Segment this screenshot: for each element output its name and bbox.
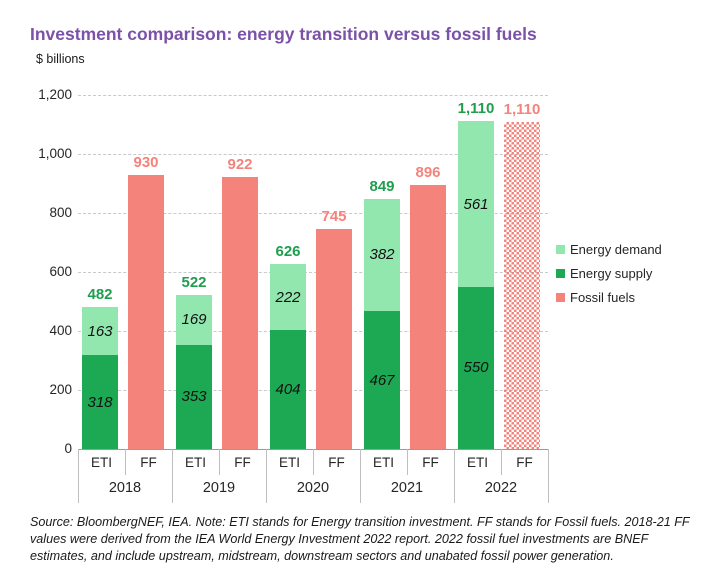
sublabel-separator-tick [313, 449, 314, 475]
segment-value-label: 382 [369, 246, 395, 264]
axis-year-label: 2019 [202, 480, 236, 496]
legend-label: Energy supply [570, 265, 653, 281]
legend-label: Fossil fuels [570, 289, 636, 305]
axis-sublabel-eti: ETI [372, 455, 394, 470]
bar-eti-2021: 467 382 [364, 198, 400, 449]
gridline [78, 95, 548, 96]
y-tick-label: 600 [49, 264, 72, 279]
axis-sublabel-ff: FF [140, 455, 157, 470]
axis-sublabel-eti: ETI [466, 455, 488, 470]
segment-energy-demand: 561 [458, 121, 494, 287]
legend-swatch-energy-supply [556, 268, 565, 278]
gridline [78, 213, 548, 214]
axis-sublabel-eti: ETI [184, 455, 206, 470]
year-separator-line [454, 449, 455, 503]
total-label-ff: 1,110 [503, 100, 541, 118]
segment-value-label: 353 [181, 388, 207, 406]
segment-energy-supply: 467 [364, 311, 400, 449]
gridline [78, 331, 548, 332]
axis-sublabel-ff: FF [516, 455, 533, 470]
year-separator-line [78, 449, 79, 503]
year-separator-line [172, 449, 173, 503]
segment-energy-demand: 222 [270, 264, 306, 330]
axis-year-label: 2020 [296, 480, 330, 496]
sublabel-separator-tick [125, 449, 126, 475]
segment-energy-supply: 318 [82, 355, 118, 449]
segment-value-label: 169 [181, 311, 207, 329]
bar-eti-2022: 550 561 [458, 121, 494, 449]
gridline [78, 154, 548, 155]
total-label-ff: 896 [415, 163, 441, 181]
total-label-eti: 522 [181, 274, 207, 292]
total-label-eti: 1,110 [457, 100, 495, 118]
total-label-eti: 849 [369, 177, 395, 195]
plot-area: 318 163 482 930 353 169 522 922 404 222 626 745 467 3… [78, 95, 548, 449]
legend-swatch-energy-demand [556, 244, 565, 254]
segment-value-label: 318 [87, 393, 113, 411]
total-label-ff: 930 [133, 153, 159, 171]
gridline [78, 272, 548, 273]
total-label-ff: 922 [227, 156, 253, 174]
year-separator-line [360, 449, 361, 503]
sublabel-separator-tick [407, 449, 408, 475]
y-tick-label: 200 [49, 382, 72, 397]
segment-value-label: 550 [463, 359, 489, 377]
axis-sublabel-ff: FF [328, 455, 345, 470]
y-tick-label: 400 [49, 323, 72, 338]
total-label-eti: 482 [87, 286, 113, 304]
axis-sublabel-ff: FF [234, 455, 251, 470]
bar-ff-2019 [222, 177, 258, 449]
bar-eti-2020: 404 222 [270, 264, 306, 449]
segment-energy-supply: 550 [458, 286, 494, 449]
segment-value-label: 467 [369, 371, 395, 389]
bar-ff-2021 [410, 184, 446, 449]
legend: Energy demand Energy supply Fossil fuels [556, 241, 662, 313]
bar-eti-2018: 318 163 [82, 307, 118, 449]
total-label-ff: 745 [321, 208, 347, 226]
y-tick-label: 1,200 [38, 87, 72, 102]
legend-item: Fossil fuels [556, 289, 662, 305]
x-axis-category-table: ETI FF 2018 ETI FF 2019 ETI FF 2020 ETI FF 2021 ETI F… [78, 449, 549, 504]
year-separator-line [548, 449, 549, 503]
axis-sublabel-eti: ETI [90, 455, 112, 470]
segment-energy-supply: 353 [176, 344, 212, 449]
bar-ff-2018 [128, 174, 164, 449]
segment-value-label: 561 [463, 195, 489, 213]
sublabel-separator-tick [501, 449, 502, 475]
bar-eti-2019: 353 169 [176, 295, 212, 449]
bar-ff-2020 [316, 229, 352, 449]
y-tick-label: 1,000 [38, 146, 72, 161]
legend-swatch-fossil-fuels [556, 292, 565, 302]
segment-value-label: 222 [275, 288, 301, 306]
segment-energy-demand: 163 [82, 307, 118, 356]
axis-year-label: 2021 [390, 480, 424, 496]
total-label-eti: 626 [275, 243, 301, 261]
gridline [78, 390, 548, 391]
segment-value-label: 163 [87, 322, 113, 340]
segment-energy-supply: 404 [270, 329, 306, 449]
segment-energy-demand: 382 [364, 198, 400, 312]
chart-title: Investment comparison: energy transition… [30, 24, 537, 44]
segment-value-label: 404 [275, 380, 301, 398]
axis-year-label: 2018 [108, 480, 142, 496]
y-tick-label: 800 [49, 205, 72, 220]
legend-item: Energy supply [556, 265, 662, 281]
legend-label: Energy demand [570, 241, 662, 257]
axis-sublabel-ff: FF [422, 455, 439, 470]
legend-item: Energy demand [556, 241, 662, 257]
units-label: $ billions [36, 52, 85, 66]
source-note: Source: BloombergNEF, IEA. Note: ETI sta… [30, 515, 690, 564]
axis-year-label: 2022 [484, 480, 518, 496]
y-tick-label: 0 [64, 441, 72, 456]
year-separator-line [266, 449, 267, 503]
segment-energy-demand: 169 [176, 295, 212, 345]
sublabel-separator-tick [219, 449, 220, 475]
axis-sublabel-eti: ETI [278, 455, 300, 470]
bar-ff-2022 [504, 121, 540, 449]
